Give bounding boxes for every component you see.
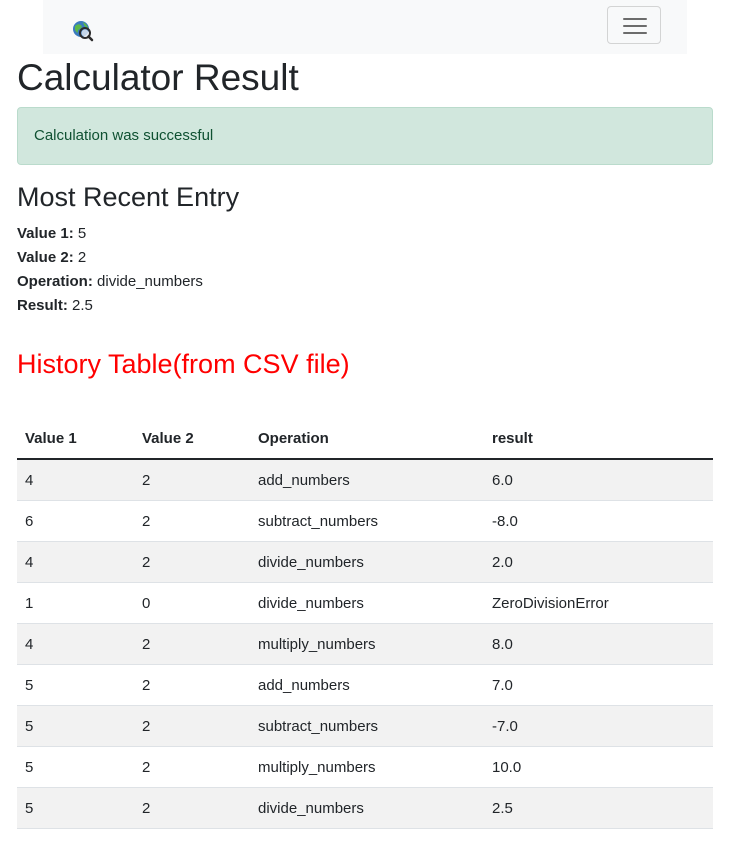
table-row: 6 2 subtract_numbers -8.0 (17, 500, 713, 542)
column-header-value2: Value 2 (134, 418, 250, 460)
cell-value1: 5 (17, 664, 134, 706)
cell-result: 6.0 (484, 459, 713, 501)
cell-result: -8.0 (484, 500, 713, 542)
value2-value: 2 (77, 249, 87, 266)
table-row: 5 2 subtract_numbers -7.0 (17, 705, 713, 747)
globe-search-icon[interactable] (70, 18, 94, 42)
cell-result: -7.0 (484, 705, 713, 747)
cell-result: ZeroDivisionError (484, 582, 713, 624)
cell-result: 2.0 (484, 541, 713, 583)
cell-value2: 2 (134, 623, 250, 665)
value1-value: 5 (77, 225, 87, 242)
cell-value2: 2 (134, 664, 250, 706)
cell-value2: 2 (134, 541, 250, 583)
cell-value2: 2 (134, 787, 250, 829)
history-table: Value 1 Value 2 Operation result 4 2 add… (17, 418, 713, 829)
recent-result: Result: 2.5 (17, 296, 93, 316)
navbar-toggler-button[interactable] (607, 6, 661, 44)
cell-value2: 2 (134, 746, 250, 788)
cell-operation: divide_numbers (250, 582, 484, 624)
cell-value1: 6 (17, 500, 134, 542)
cell-value2: 2 (134, 459, 250, 501)
column-header-result: result (484, 418, 713, 460)
column-header-value1: Value 1 (17, 418, 134, 460)
table-row: 4 2 add_numbers 6.0 (17, 459, 713, 501)
alert-message: Calculation was successful (34, 127, 214, 144)
cell-value1: 5 (17, 705, 134, 747)
cell-result: 7.0 (484, 664, 713, 706)
navbar (43, 0, 687, 54)
recent-value1: Value 1: 5 (17, 224, 86, 244)
cell-operation: divide_numbers (250, 541, 484, 583)
recent-entry-heading: Most Recent Entry (17, 182, 240, 212)
result-value: 2.5 (72, 297, 93, 314)
cell-value1: 5 (17, 746, 134, 788)
cell-value1: 4 (17, 623, 134, 665)
table-row: 4 2 divide_numbers 2.0 (17, 541, 713, 583)
value1-label: Value 1: (17, 225, 74, 242)
cell-value1: 1 (17, 582, 134, 624)
page-title: Calculator Result (17, 57, 299, 98)
cell-result: 8.0 (484, 623, 713, 665)
table-header-row: Value 1 Value 2 Operation result (17, 418, 713, 460)
cell-result: 2.5 (484, 787, 713, 829)
history-table-heading: History Table(from CSV file) (17, 349, 350, 379)
table-row: 4 2 multiply_numbers 8.0 (17, 623, 713, 665)
success-alert: Calculation was successful (17, 107, 713, 165)
cell-value1: 4 (17, 459, 134, 501)
cell-operation: subtract_numbers (250, 500, 484, 542)
table-row: 5 2 add_numbers 7.0 (17, 664, 713, 706)
cell-value2: 0 (134, 582, 250, 624)
operation-value: divide_numbers (97, 273, 203, 290)
table-row: 1 0 divide_numbers ZeroDivisionError (17, 582, 713, 624)
operation-label: Operation: (17, 273, 93, 290)
table-row: 5 2 divide_numbers 2.5 (17, 787, 713, 829)
cell-operation: multiply_numbers (250, 623, 484, 665)
cell-operation: add_numbers (250, 664, 484, 706)
cell-operation: multiply_numbers (250, 746, 484, 788)
recent-value2: Value 2: 2 (17, 248, 86, 268)
cell-operation: subtract_numbers (250, 705, 484, 747)
result-label: Result: (17, 297, 68, 314)
cell-operation: add_numbers (250, 459, 484, 501)
table-row: 5 2 multiply_numbers 10.0 (17, 746, 713, 788)
recent-operation: Operation: divide_numbers (17, 272, 203, 292)
cell-operation: divide_numbers (250, 787, 484, 829)
value2-label: Value 2: (17, 249, 74, 266)
column-header-operation: Operation (250, 418, 484, 460)
cell-value1: 4 (17, 541, 134, 583)
cell-value2: 2 (134, 500, 250, 542)
cell-result: 10.0 (484, 746, 713, 788)
cell-value1: 5 (17, 787, 134, 829)
cell-value2: 2 (134, 705, 250, 747)
